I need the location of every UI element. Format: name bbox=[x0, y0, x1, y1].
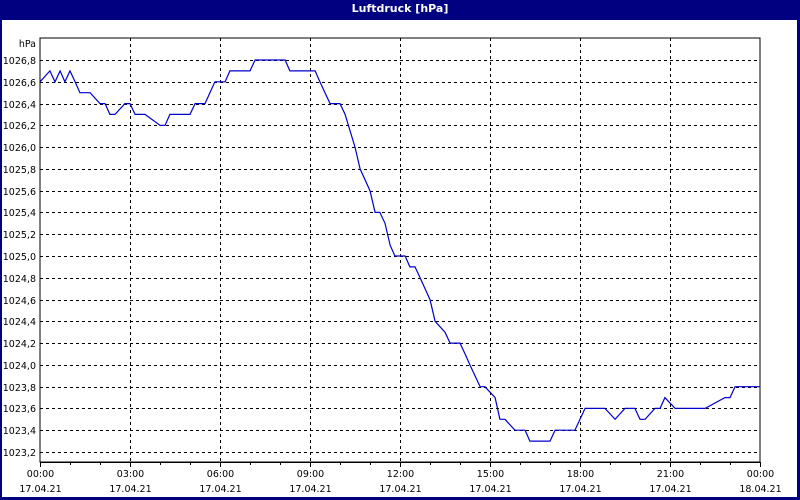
pressure-line bbox=[39, 59, 760, 442]
y-tick-label: 1025,2 bbox=[3, 230, 36, 241]
y-tick-label: 1025,6 bbox=[3, 187, 36, 198]
x-tick-time: 15:00 bbox=[477, 469, 504, 480]
y-axis-unit: hPa bbox=[19, 39, 36, 50]
x-tick-time: 21:00 bbox=[657, 469, 684, 480]
x-tick-date: 17.04.21 bbox=[379, 484, 421, 495]
x-tick-time: 00:00 bbox=[27, 469, 54, 480]
x-tick-date: 17.04.21 bbox=[199, 484, 241, 495]
y-tick-label: 1024,2 bbox=[3, 339, 36, 350]
x-tick-time: 09:00 bbox=[297, 469, 324, 480]
chart-title: Luftdruck [hPa] bbox=[351, 2, 449, 15]
y-tick-label: 1023,4 bbox=[3, 426, 36, 437]
x-tick-date: 17.04.21 bbox=[109, 484, 151, 495]
x-tick-date: 17.04.21 bbox=[559, 484, 601, 495]
y-tick-label: 1025,8 bbox=[3, 165, 36, 176]
x-tick-date: 17.04.21 bbox=[649, 484, 691, 495]
x-tick-date: 18.04.21 bbox=[739, 484, 781, 495]
y-tick-label: 1026,6 bbox=[3, 78, 36, 89]
y-tick-label: 1024,0 bbox=[3, 361, 36, 372]
x-tick-date: 17.04.21 bbox=[289, 484, 331, 495]
y-tick-label: 1023,6 bbox=[3, 404, 36, 415]
y-tick-label: 1025,4 bbox=[3, 208, 36, 219]
y-tick-label: 1024,4 bbox=[3, 317, 36, 328]
y-tick-label: 1026,4 bbox=[3, 100, 36, 111]
y-tick-label: 1024,6 bbox=[3, 296, 36, 307]
y-tick-label: 1025,0 bbox=[3, 252, 36, 263]
y-tick-label: 1026,0 bbox=[3, 143, 36, 154]
y-tick-label: 1026,8 bbox=[3, 56, 36, 67]
x-tick-time: 12:00 bbox=[387, 469, 414, 480]
y-tick-label: 1023,2 bbox=[3, 448, 36, 459]
x-tick-date: 17.04.21 bbox=[469, 484, 511, 495]
x-tick-time: 18:00 bbox=[567, 469, 594, 480]
x-tick-time: 06:00 bbox=[207, 469, 234, 480]
x-tick-time: 03:00 bbox=[117, 469, 144, 480]
y-tick-label: 1026,2 bbox=[3, 121, 36, 132]
y-tick-label: 1024,8 bbox=[3, 274, 36, 285]
x-tick-date: 17.04.21 bbox=[19, 484, 61, 495]
x-tick-time: 00:00 bbox=[747, 469, 774, 480]
y-tick-label: 1023,8 bbox=[3, 383, 36, 394]
